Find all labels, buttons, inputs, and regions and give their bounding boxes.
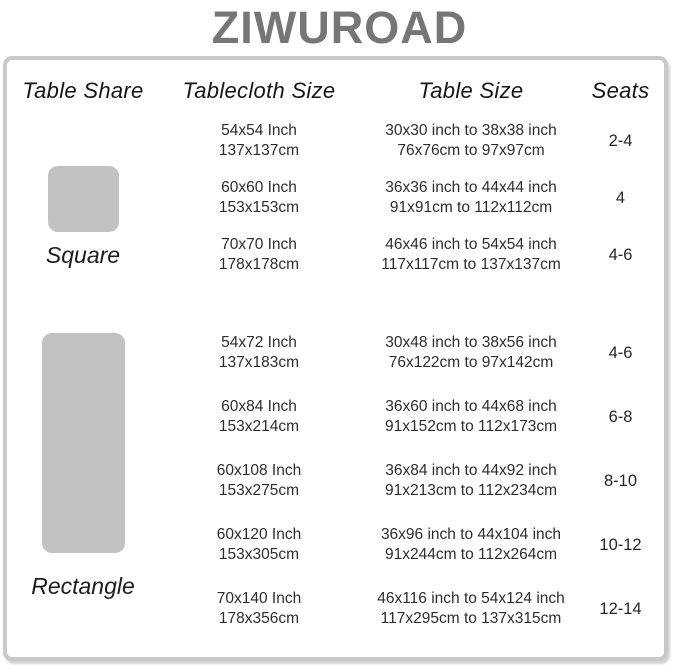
tablecloth-size-cell: 70x70 Inch 178x178cm [153, 235, 365, 275]
table-size-cm: 117x117cm to 137x137cm [381, 255, 561, 273]
table-size-cm: 91x244cm to 112x264cm [384, 546, 558, 563]
table-size-cell: 46x46 inch to 54x54 inch 117x117cm to 13… [365, 235, 577, 275]
table-row: 60x84 Inch 153x214cm 36x60 inch to 44x68… [153, 385, 664, 449]
table-size-cm: 91x152cm to 112x173cm [384, 418, 558, 435]
column-header-table-size: Table Size [418, 78, 524, 103]
square-size-group: Square 54x54 Inch 137x137cm 30x30 inch t… [13, 112, 664, 283]
table-size-cell: 36x96 inch to 44x104 inch 91x244cm to 11… [365, 525, 577, 565]
table-size-cell: 36x84 inch to 44x92 inch 91x213cm to 112… [365, 461, 577, 501]
table-size-inch: 36x96 inch to 44x104 inch [380, 526, 562, 543]
rectangle-size-group: Rectangle 54x72 Inch 137x183cm 30x48 inc… [13, 321, 664, 641]
tablecloth-size-inch: 60x120 Inch [216, 526, 302, 543]
tablecloth-size-cell: 70x140 Inch 178x356cm [153, 589, 365, 629]
table-row: 70x70 Inch 178x178cm 46x46 inch to 54x54… [153, 226, 664, 283]
tablecloth-size-cm: 153x214cm [218, 418, 300, 435]
tablecloth-size-inch: 54x54 Inch [221, 121, 297, 139]
tablecloth-size-inch: 54x72 Inch [221, 334, 297, 351]
tablecloth-size-inch: 60x108 Inch [216, 462, 302, 479]
tablecloth-size-cm: 153x153cm [218, 198, 300, 216]
table-size-cell: 30x48 inch to 38x56 inch 76x122cm to 97x… [365, 333, 577, 373]
table-size-inch: 36x84 inch to 44x92 inch [385, 462, 557, 479]
tablecloth-size-cell: 60x108 Inch 153x275cm [153, 461, 365, 501]
table-row: 60x60 Inch 153x153cm 36x36 inch to 44x44… [153, 169, 664, 226]
tablecloth-size-inch: 60x60 Inch [221, 178, 297, 196]
table-size-cm: 76x122cm to 97x142cm [388, 354, 554, 371]
tablecloth-size-cell: 60x84 Inch 153x214cm [153, 397, 365, 437]
square-rows: 54x54 Inch 137x137cm 30x30 inch to 38x38… [153, 112, 664, 283]
tablecloth-size-inch: 70x70 Inch [221, 235, 297, 253]
size-chart-card: Table Share Tablecloth Size Table Size S… [3, 56, 668, 661]
column-header-table-share: Table Share [22, 78, 144, 103]
column-header-seats: Seats [591, 78, 650, 103]
table-size-inch: 36x36 inch to 44x44 inch [385, 178, 557, 196]
table-size-cm: 91x91cm to 112x112cm [389, 198, 553, 216]
rectangle-shape-icon [41, 333, 125, 553]
seats-cell: 4-6 [608, 344, 633, 362]
table-size-cell: 46x116 inch to 54x124 inch 117x295cm to … [365, 589, 577, 629]
tablecloth-size-cm: 178x178cm [218, 255, 300, 273]
table-size-cell: 30x30 inch to 38x38 inch 76x76cm to 97x9… [365, 121, 577, 161]
table-size-inch: 46x116 inch to 54x124 inch [377, 590, 565, 607]
rectangle-shape-column: Rectangle [13, 321, 153, 641]
seats-cell: 4 [615, 188, 626, 207]
tablecloth-size-cell: 60x60 Inch 153x153cm [153, 178, 365, 218]
table-header-row: Table Share Tablecloth Size Table Size S… [13, 70, 664, 112]
table-size-cm: 117x295cm to 137x315cm [380, 610, 562, 627]
seats-cell: 10-12 [599, 536, 642, 554]
tablecloth-size-cell: 54x54 Inch 137x137cm [153, 121, 365, 161]
brand-title: ZIWUROAD [211, 2, 468, 53]
tablecloth-size-cell: 54x72 Inch 137x183cm [153, 333, 365, 373]
tablecloth-size-inch: 70x140 Inch [216, 590, 302, 607]
table-row: 54x72 Inch 137x183cm 30x48 inch to 38x56… [153, 321, 664, 385]
tablecloth-size-cm: 137x183cm [218, 354, 300, 371]
table-size-inch: 30x48 inch to 38x56 inch [385, 334, 557, 351]
table-row: 60x120 Inch 153x305cm 36x96 inch to 44x1… [153, 513, 664, 577]
table-size-inch: 30x30 inch to 38x38 inch [385, 121, 557, 139]
seats-cell: 4-6 [608, 245, 633, 264]
table-row: 60x108 Inch 153x275cm 36x84 inch to 44x9… [153, 449, 664, 513]
table-row: 54x54 Inch 137x137cm 30x30 inch to 38x38… [153, 112, 664, 169]
square-shape-label: Square [45, 242, 121, 268]
seats-cell: 8-10 [603, 472, 638, 490]
table-size-cell: 36x60 inch to 44x68 inch 91x152cm to 112… [365, 397, 577, 437]
table-size-cell: 36x36 inch to 44x44 inch 91x91cm to 112x… [365, 178, 577, 218]
table-size-inch: 46x46 inch to 54x54 inch [385, 235, 557, 253]
seats-cell: 6-8 [608, 408, 633, 426]
seats-cell: 12-14 [599, 600, 642, 618]
table-size-cm: 91x213cm to 112x234cm [384, 482, 558, 499]
seats-cell: 2-4 [608, 131, 633, 150]
square-shape-column: Square [13, 112, 153, 283]
rectangle-shape-label: Rectangle [31, 573, 135, 599]
tablecloth-size-cell: 60x120 Inch 153x305cm [153, 525, 365, 565]
tablecloth-size-inch: 60x84 Inch [221, 398, 297, 415]
rectangle-rows: 54x72 Inch 137x183cm 30x48 inch to 38x56… [153, 321, 664, 641]
table-row: 70x140 Inch 178x356cm 46x116 inch to 54x… [153, 577, 664, 641]
tablecloth-size-cm: 137x137cm [218, 141, 300, 159]
tablecloth-size-cm: 153x275cm [218, 482, 300, 499]
square-shape-icon [47, 166, 119, 232]
table-size-inch: 36x60 inch to 44x68 inch [385, 398, 557, 415]
column-header-tablecloth-size: Tablecloth Size [182, 78, 336, 103]
tablecloth-size-cm: 178x356cm [218, 610, 300, 627]
tablecloth-size-cm: 153x305cm [218, 546, 300, 563]
table-size-cm: 76x76cm to 97x97cm [397, 141, 545, 159]
